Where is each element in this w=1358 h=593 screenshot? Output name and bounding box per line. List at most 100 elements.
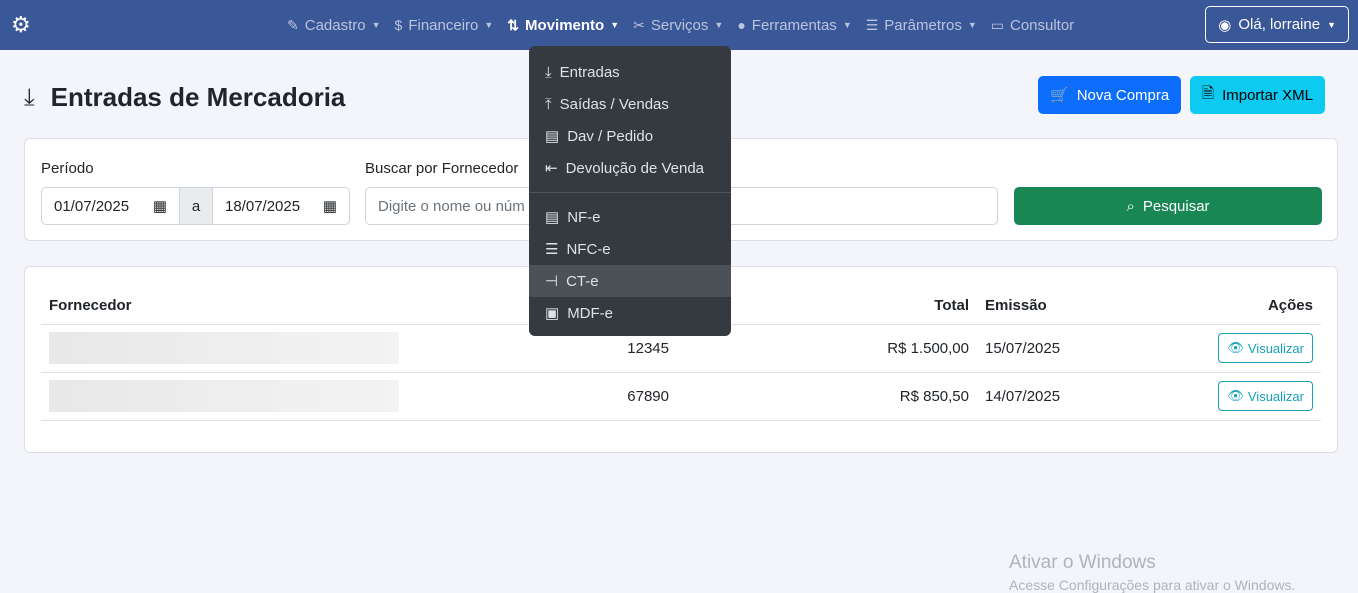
dropdown-item-nfe[interactable]: ▤ NF-e bbox=[529, 201, 731, 233]
caret-down-icon: ▼ bbox=[1327, 19, 1336, 30]
menu-parametros[interactable]: ☰ Parâmetros ▼ bbox=[866, 17, 977, 34]
inbox-in-icon: ⤓ bbox=[545, 63, 552, 81]
menu-cadastro[interactable]: ✎ Cadastro ▼ bbox=[287, 17, 381, 34]
cart-icon: 🛒 bbox=[1050, 87, 1069, 104]
menu-label: Cadastro bbox=[304, 16, 366, 34]
col-emissao: Emissão bbox=[977, 287, 1133, 325]
watermark-title: Ativar o Windows bbox=[1009, 552, 1156, 573]
redacted-supplier bbox=[49, 332, 399, 364]
menu-label: Consultor bbox=[1009, 16, 1075, 34]
wrench-icon: ● bbox=[737, 17, 746, 33]
dropdown-divider bbox=[529, 192, 731, 193]
date-to-value: 18/07/2025 bbox=[225, 197, 301, 215]
menu-label: Financeiro bbox=[408, 16, 479, 34]
user-circle-icon: ◉ bbox=[1218, 16, 1232, 34]
col-acoes: Ações bbox=[1132, 287, 1321, 325]
menu-consultor[interactable]: ▭ Consultor bbox=[991, 17, 1074, 34]
cell-date: 15/07/2025 bbox=[977, 324, 1133, 373]
dropdown-item-dav[interactable]: ▤ Dav / Pedido bbox=[529, 120, 731, 152]
date-separator: a bbox=[179, 187, 213, 225]
import-xml-button[interactable]: 🗎 Importar XML bbox=[1190, 76, 1325, 114]
item-label: Saídas / Vendas bbox=[559, 95, 669, 113]
date-sep-text: a bbox=[191, 197, 201, 215]
new-purchase-button[interactable]: 🛒 Nova Compra bbox=[1038, 76, 1182, 114]
arrows-updown-icon: ⇅ bbox=[507, 16, 520, 33]
calendar-icon[interactable]: ▦ bbox=[322, 198, 337, 215]
search-button[interactable]: ⌕ Pesquisar bbox=[1014, 187, 1322, 225]
menu-movimento[interactable]: ⇅ Movimento ▼ bbox=[507, 17, 619, 34]
page-title: Entradas de Mercadoria bbox=[50, 82, 346, 112]
menu-label: Serviços bbox=[650, 16, 709, 34]
receipt-icon: ☰ bbox=[545, 241, 559, 258]
dropdown-item-nfce[interactable]: ☰ NFC-e bbox=[529, 233, 731, 265]
windows-watermark: Ativar o Windows Acesse Configurações pa… bbox=[1009, 552, 1295, 593]
navbar: ⚙ ✎ Cadastro ▼ $ Financeiro ▼ ⇅ Movimento ▼ ✂ S… bbox=[0, 0, 1358, 50]
item-label: Dav / Pedido bbox=[567, 127, 654, 145]
eye-icon: 👁 bbox=[1227, 340, 1244, 355]
sliders-icon: ☰ bbox=[865, 16, 879, 33]
eye-icon: 👁 bbox=[1227, 388, 1244, 403]
file-icon: ▤ bbox=[545, 209, 560, 226]
main-menu: ✎ Cadastro ▼ $ Financeiro ▼ ⇅ Movimento ▼ ✂ Ser… bbox=[287, 0, 1074, 50]
user-menu-button[interactable]: ◉ Olá, lorraine ▼ bbox=[1205, 6, 1349, 43]
menu-financeiro[interactable]: $ Financeiro ▼ bbox=[395, 17, 494, 34]
dropdown-item-entradas[interactable]: ⤓ Entradas bbox=[529, 56, 731, 88]
button-label: Pesquisar bbox=[1142, 197, 1210, 215]
dropdown-item-cte[interactable]: ⊣ CT-e bbox=[529, 265, 731, 297]
tools-icon: ✂ bbox=[633, 16, 645, 33]
view-button[interactable]: 👁 Visualizar bbox=[1218, 381, 1313, 411]
download-icon: ⤓ bbox=[24, 83, 35, 111]
menu-label: Movimento bbox=[525, 16, 605, 34]
item-label: NF-e bbox=[567, 208, 601, 226]
box-out-icon: ⤒ bbox=[545, 95, 552, 113]
dropdown-item-devolucao[interactable]: ⇤ Devolução de Venda bbox=[529, 152, 731, 184]
movimento-dropdown: ⤓ Entradas ⤒ Saídas / Vendas ▤ Dav / Pedido… bbox=[529, 46, 731, 336]
button-label: Visualizar bbox=[1247, 388, 1304, 404]
cell-date: 14/07/2025 bbox=[977, 372, 1133, 421]
bus-icon: ▣ bbox=[545, 305, 560, 322]
button-label: Nova Compra bbox=[1076, 86, 1170, 104]
table-header-row: Fornecedor Total Emissão Ações bbox=[41, 287, 1321, 325]
cell-number: 67890 bbox=[407, 372, 677, 421]
item-label: MDF-e bbox=[567, 304, 614, 322]
calendar-icon[interactable]: ▦ bbox=[152, 198, 167, 215]
monitor-icon: ▭ bbox=[990, 16, 1004, 33]
user-greeting: Olá, lorraine bbox=[1238, 16, 1321, 33]
caret-down-icon: ▼ bbox=[610, 20, 620, 30]
caret-down-icon: ▼ bbox=[967, 20, 977, 30]
cell-total: R$ 850,50 bbox=[677, 372, 977, 421]
xml-file-icon: 🗎 bbox=[1202, 84, 1215, 102]
document-icon: ▤ bbox=[545, 128, 560, 145]
entries-table: Fornecedor Total Emissão Ações 12345 R$ … bbox=[41, 287, 1321, 421]
gear-logo-icon[interactable]: ⚙ bbox=[11, 12, 31, 37]
supplier-label: Buscar por Fornecedor bbox=[365, 160, 519, 177]
button-label: Visualizar bbox=[1247, 340, 1304, 356]
view-button[interactable]: 👁 Visualizar bbox=[1218, 333, 1313, 363]
item-label: Entradas bbox=[559, 63, 620, 81]
period-label: Período bbox=[41, 160, 94, 177]
date-from-value: 01/07/2025 bbox=[54, 197, 130, 215]
table-row: 67890 R$ 850,50 14/07/2025 👁 Visualizar bbox=[41, 372, 1321, 421]
page-header: ⤓ Entradas de Mercadoria bbox=[24, 82, 345, 113]
menu-servicos[interactable]: ✂ Serviços ▼ bbox=[633, 17, 723, 34]
date-from-input[interactable]: 01/07/2025 ▦ bbox=[41, 187, 180, 225]
caret-down-icon: ▼ bbox=[714, 20, 724, 30]
watermark-subtitle: Acesse Configurações para ativar o Windo… bbox=[1009, 577, 1296, 593]
menu-label: Parâmetros bbox=[884, 16, 962, 34]
menu-ferramentas[interactable]: ● Ferramentas ▼ bbox=[737, 17, 851, 34]
redacted-supplier bbox=[49, 380, 399, 412]
signpost-icon: ⊣ bbox=[545, 273, 559, 290]
item-label: Devolução de Venda bbox=[565, 159, 705, 177]
date-to-input[interactable]: 18/07/2025 ▦ bbox=[212, 187, 350, 225]
item-label: NFC-e bbox=[566, 240, 611, 258]
dropdown-item-saidas[interactable]: ⤒ Saídas / Vendas bbox=[529, 88, 731, 120]
money-icon: $ bbox=[394, 17, 403, 33]
table-row: 12345 R$ 1.500,00 15/07/2025 👁 Visualizar bbox=[41, 324, 1321, 373]
caret-down-icon: ▼ bbox=[484, 20, 494, 30]
menu-label: Ferramentas bbox=[751, 16, 837, 34]
supplier-placeholder: Digite o nome ou núm bbox=[378, 197, 525, 215]
dropdown-item-mdfe[interactable]: ▣ MDF-e bbox=[529, 297, 731, 329]
caret-down-icon: ▼ bbox=[842, 20, 852, 30]
search-icon: ⌕ bbox=[1126, 197, 1135, 215]
item-label: CT-e bbox=[566, 272, 599, 290]
